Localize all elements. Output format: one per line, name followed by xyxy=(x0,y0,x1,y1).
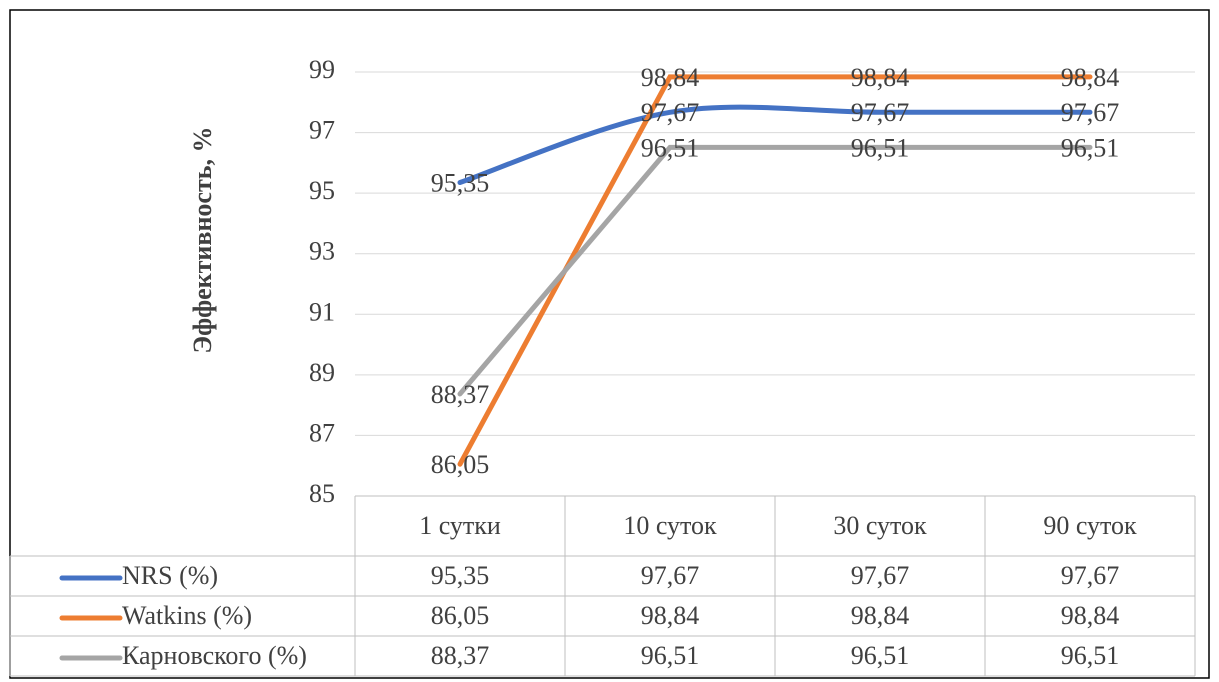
x-tick-label: 30 суток xyxy=(833,511,927,540)
y-tick-label: 89 xyxy=(309,358,335,387)
y-tick-label: 95 xyxy=(309,176,335,205)
table-cell: 98,84 xyxy=(641,601,700,630)
data-label: 97,67 xyxy=(641,98,700,127)
series-line xyxy=(457,104,1093,186)
data-label: 96,51 xyxy=(851,133,910,162)
table-cell: 86,05 xyxy=(431,601,490,630)
table-cell: 88,37 xyxy=(431,641,490,670)
x-tick-label: 1 сутки xyxy=(419,511,501,540)
y-tick-label: 99 xyxy=(309,55,335,84)
x-tick-label: 90 суток xyxy=(1043,511,1137,540)
x-tick-label: 10 суток xyxy=(623,511,717,540)
data-label: 95,35 xyxy=(431,169,490,198)
table-cell: 97,67 xyxy=(851,561,910,590)
series-line xyxy=(457,144,1093,397)
table-cell: 98,84 xyxy=(851,601,910,630)
table-cell: 95,35 xyxy=(431,561,490,590)
y-tick-label: 85 xyxy=(309,479,335,508)
y-tick-label: 97 xyxy=(309,116,335,145)
data-label: 97,67 xyxy=(851,98,910,127)
y-axis-title: Эффективность, % xyxy=(188,127,217,354)
table-cell: 96,51 xyxy=(851,641,910,670)
data-label: 97,67 xyxy=(1061,98,1120,127)
y-tick-label: 87 xyxy=(309,418,335,447)
table-cell: 97,67 xyxy=(641,561,700,590)
legend-label: Карновского (%) xyxy=(122,641,307,670)
data-label: 96,51 xyxy=(641,133,700,162)
table-cell: 96,51 xyxy=(1061,641,1120,670)
table-cell: 98,84 xyxy=(1061,601,1120,630)
data-label: 98,84 xyxy=(1061,63,1120,92)
frame xyxy=(9,9,1210,679)
y-tick-label: 93 xyxy=(309,237,335,266)
table-cell: 97,67 xyxy=(1061,561,1120,590)
data-label: 96,51 xyxy=(1061,133,1120,162)
legend-label: NRS (%) xyxy=(122,561,218,590)
legend-label: Watkins (%) xyxy=(122,601,252,630)
table-cell: 96,51 xyxy=(641,641,700,670)
data-label: 88,37 xyxy=(431,380,490,409)
data-label: 98,84 xyxy=(851,63,910,92)
y-tick-label: 91 xyxy=(309,297,335,326)
data-label: 86,05 xyxy=(431,450,490,479)
data-label: 98,84 xyxy=(641,63,700,92)
